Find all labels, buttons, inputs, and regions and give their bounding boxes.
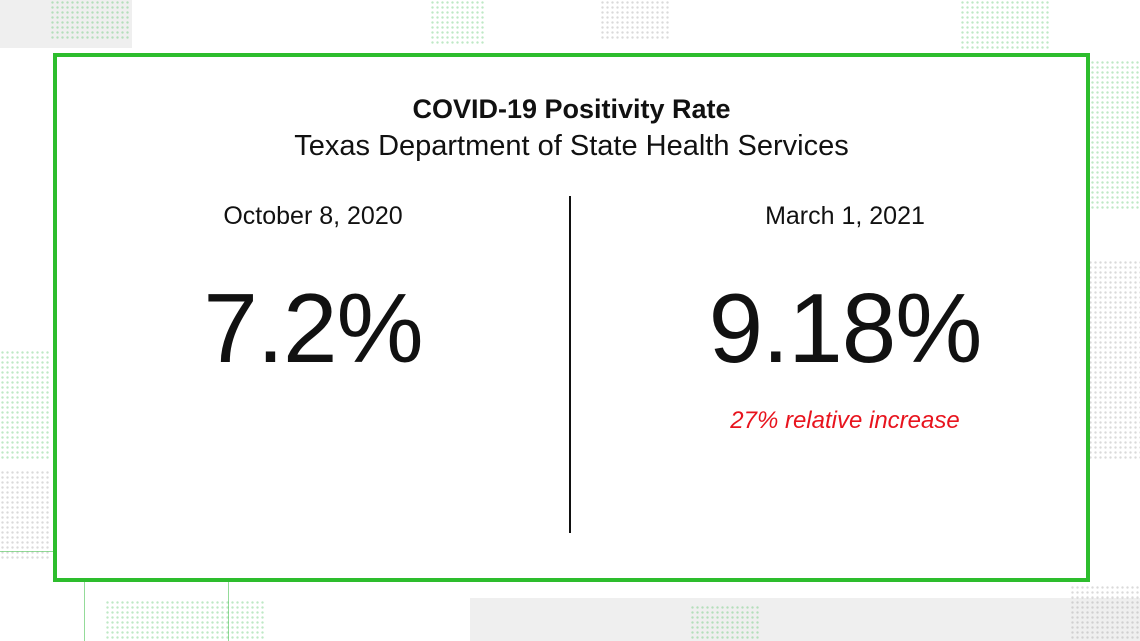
background-panel-top-left [0, 0, 132, 48]
background-dot-pattern [960, 0, 1050, 50]
right-rate-value: 9.18% [708, 273, 983, 383]
background-dot-pattern [50, 0, 130, 40]
background-dot-pattern [0, 350, 50, 460]
left-date-label: October 8, 2020 [223, 202, 403, 230]
right-date-label: March 1, 2021 [765, 202, 925, 230]
background-dot-pattern [600, 0, 670, 40]
column-divider [569, 196, 571, 533]
background-dot-pattern [690, 605, 760, 641]
background-dot-pattern [1090, 60, 1140, 210]
right-comparison-column: March 1, 2021 9.18% 27% relative increas… [595, 57, 1095, 578]
positivity-rate-card: COVID-19 Positivity Rate Texas Departmen… [53, 53, 1090, 582]
card-title: COVID-19 Positivity Rate [412, 94, 731, 124]
left-rate-value: 7.2% [203, 273, 423, 383]
background-panel-bottom-right [470, 598, 1140, 641]
background-dot-pattern [0, 470, 50, 560]
background-dot-pattern [105, 600, 265, 641]
left-comparison-column: October 8, 2020 7.2% [63, 57, 563, 578]
background-dot-pattern [1070, 585, 1140, 641]
card-subtitle: Texas Department of State Health Service… [294, 130, 849, 162]
background-dot-pattern [430, 0, 485, 45]
background-dot-pattern [1088, 260, 1140, 460]
relative-increase-note: 27% relative increase [730, 407, 960, 434]
